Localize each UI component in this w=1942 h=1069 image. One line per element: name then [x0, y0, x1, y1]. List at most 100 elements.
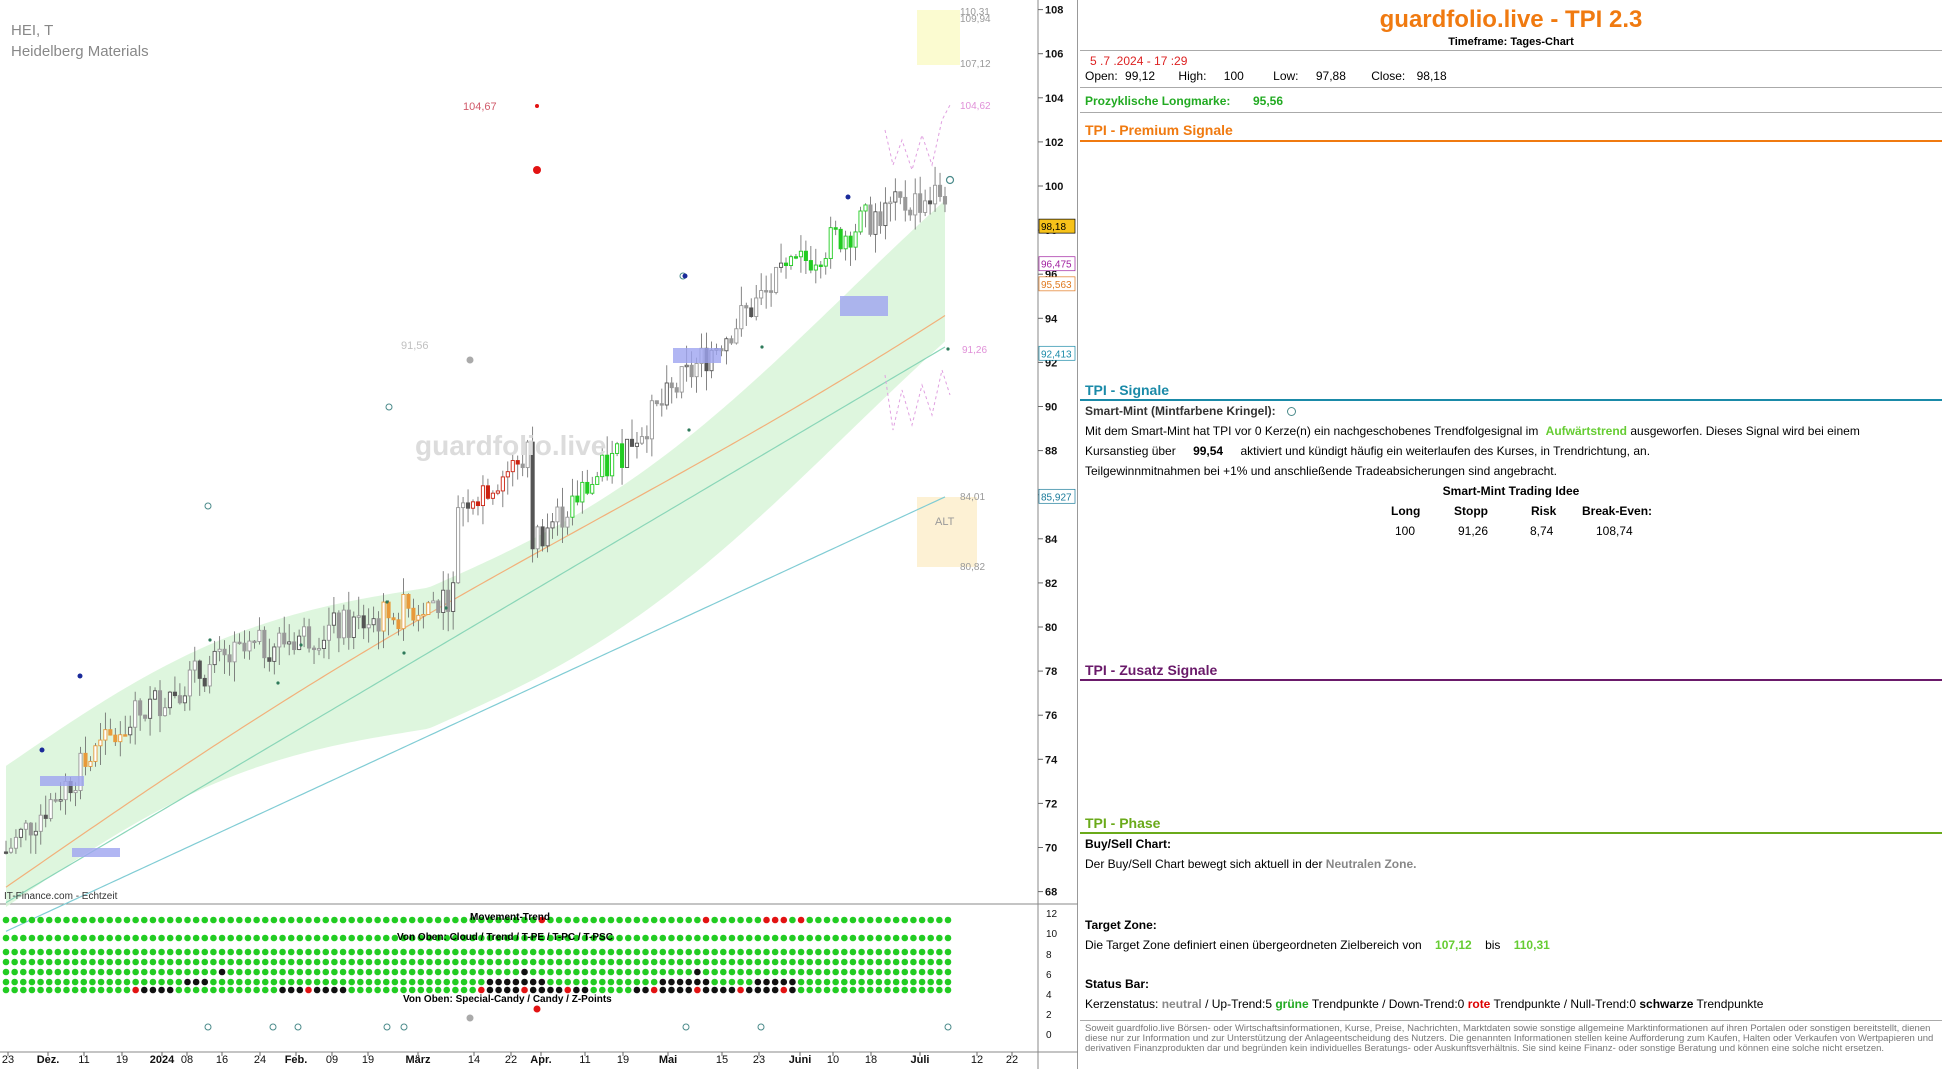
trend-dot: [184, 958, 191, 966]
trend-dot: [573, 986, 580, 994]
trend-dot: [184, 948, 191, 956]
chart-panel[interactable]: 1101081061041021009896949290888684828078…: [0, 0, 1078, 1069]
trend-dot: [849, 948, 857, 956]
trend-dot: [106, 934, 114, 942]
trend-dot: [426, 948, 433, 956]
trend-dot: [486, 978, 494, 986]
x-axis-label: Feb.: [285, 1054, 308, 1066]
trend-dot: [849, 978, 857, 986]
trend-dot: [37, 934, 44, 942]
trend-dot: [426, 958, 433, 966]
trend-dot: [607, 934, 615, 942]
trend-dot: [97, 986, 105, 994]
trend-dot: [875, 916, 883, 924]
candle-body: [48, 799, 53, 819]
trend-dot: [2, 916, 10, 924]
trend-dot: [149, 968, 157, 976]
trend-dot: [357, 978, 364, 986]
x-axis-label: 14: [468, 1054, 480, 1066]
trend-dot: [11, 934, 18, 942]
candle-body: [634, 442, 640, 447]
trend-dot: [71, 978, 79, 986]
candle-body: [749, 307, 754, 317]
trend-dot: [754, 934, 762, 942]
target-zone-text: Die Target Zone definiert einen übergeor…: [1085, 938, 1550, 952]
trend-dot: [478, 958, 485, 966]
trend-dot: [19, 934, 27, 942]
trend-dot: [348, 948, 355, 956]
trend-dot: [478, 948, 485, 956]
candle-body: [620, 443, 625, 468]
special-candy-dot: [466, 1014, 474, 1022]
candle-body: [133, 700, 138, 728]
low-label: Low:: [1273, 69, 1299, 83]
trend-dot: [106, 948, 114, 956]
trend-dot: [296, 948, 304, 956]
trend-dot: [538, 968, 546, 976]
candle-body: [490, 492, 495, 499]
trend-dot: [780, 978, 788, 986]
trend-dot: [201, 978, 209, 986]
timeframe-label: Timeframe: Tages-Chart: [1448, 36, 1574, 48]
trend-dot: [927, 948, 935, 956]
trend-dot: [210, 934, 217, 942]
trend-dot: [45, 934, 53, 942]
x-axis-label: 11: [78, 1054, 89, 1066]
x-axis-label: 22: [1006, 1054, 1018, 1066]
trend-dot: [115, 986, 122, 994]
idea-value-risk: 8,74: [1530, 524, 1554, 538]
smartmint-text-3: Teilgewinnmitnahmen bei +1% und anschlie…: [1085, 464, 1557, 478]
candle-body: [659, 403, 664, 406]
trend-dot: [555, 986, 563, 994]
trend-dot: [460, 986, 468, 994]
trend-dot: [884, 978, 891, 986]
open-value: 99,12: [1125, 69, 1156, 83]
target-zone-text-main: Die Target Zone definiert einen übergeor…: [1085, 938, 1422, 952]
trend-dot: [80, 948, 88, 956]
smartmint-circle: [945, 175, 955, 185]
trend-dot: [2, 958, 10, 966]
x-axis-label: 16: [216, 1054, 228, 1066]
trend-dot: [408, 916, 416, 924]
target-to: 110,31: [1513, 938, 1550, 952]
candle-body: [858, 210, 863, 233]
trend-dot: [391, 916, 399, 924]
trend-dot: [400, 916, 407, 924]
candle-body: [868, 204, 873, 235]
trend-dot: [305, 986, 312, 994]
trend-dot: [236, 934, 243, 942]
trend-dot: [469, 958, 476, 966]
trend-dot: [650, 916, 658, 924]
candle-body: [470, 501, 476, 509]
trend-dot: [564, 948, 572, 956]
trend-dot: [616, 916, 623, 924]
trend-dot: [486, 986, 494, 994]
candle-body: [123, 734, 128, 737]
z-point-circle: [944, 1023, 952, 1031]
trend-dot: [529, 968, 537, 976]
trend-dot: [529, 958, 537, 966]
trend-dot: [478, 968, 485, 976]
trend-dot: [2, 948, 10, 956]
candle-body: [933, 184, 938, 205]
trend-dot: [936, 916, 943, 924]
trend-dot: [322, 916, 330, 924]
candle-body: [937, 184, 943, 197]
trend-dot: [80, 978, 88, 986]
candle-body: [585, 481, 590, 494]
trend-dot: [313, 986, 321, 994]
trend-dot: [382, 948, 390, 956]
candle-body: [500, 476, 505, 492]
trend-dot: [616, 978, 623, 986]
price-chart[interactable]: 1101081061041021009896949290888684828078…: [0, 0, 1078, 1069]
signal-dot-blue: [845, 194, 851, 200]
trend-dot: [720, 958, 727, 966]
trend-dot: [512, 958, 520, 966]
trend-dot: [140, 948, 148, 956]
trend-dot: [771, 934, 779, 942]
candle-body: [798, 250, 803, 258]
smartmint-text-1: Mit dem Smart-Mint hat TPI vor 0 Kerze(n…: [1085, 424, 1860, 438]
trend-dot: [581, 978, 589, 986]
price-tag-box: [1038, 276, 1076, 292]
trend-dot: [469, 986, 476, 994]
